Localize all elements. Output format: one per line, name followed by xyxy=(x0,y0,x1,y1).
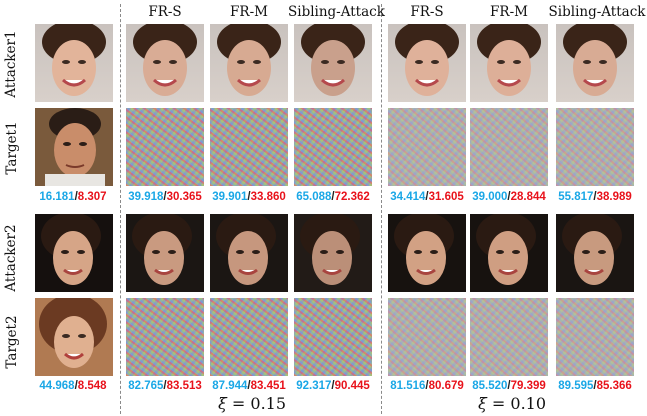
attacker1-original xyxy=(35,24,113,102)
attacker1-fr-s-g1 xyxy=(126,24,204,102)
attacker1-fr-s-g2 xyxy=(388,24,466,102)
attacker2-sibling-g2 xyxy=(556,214,634,292)
col-header-fr-s-g2: FR-S xyxy=(410,4,444,20)
score-r1-sibling-g1: 65.088/72.362 xyxy=(296,191,370,203)
attacker2-fr-s-g1 xyxy=(126,214,204,292)
col-header-sibling-g2: Sibling-Attack xyxy=(548,4,646,20)
score-r2-fr-m-g2: 85.520/79.399 xyxy=(472,380,546,392)
attacker1-sibling-g2 xyxy=(556,24,634,102)
score-r2-sibling-g1: 92.317/90.445 xyxy=(296,380,370,392)
row-label-attacker2: Attacker2 xyxy=(3,224,19,292)
target1-perturb-fr-s-g2 xyxy=(388,108,466,186)
xi-caption-g1: ξ = 0.15 xyxy=(218,394,287,413)
score-target2: 44.968/8.548 xyxy=(39,380,107,392)
target2-perturb-fr-m-g1 xyxy=(210,298,288,376)
row-label-target1: Target1 xyxy=(4,121,20,175)
col-header-fr-m-g1: FR-M xyxy=(230,4,268,20)
col-header-sibling-g1: Sibling-Attack xyxy=(288,4,385,20)
target2-original xyxy=(35,298,113,376)
target2-perturb-fr-s-g1 xyxy=(126,298,204,376)
target1-original xyxy=(35,108,113,186)
score-target1: 16.181/8.307 xyxy=(39,191,107,203)
xi-caption-g2: ξ = 0.10 xyxy=(478,394,547,413)
attacker1-fr-m-g2 xyxy=(470,24,548,102)
col-header-fr-m-g2: FR-M xyxy=(490,4,528,20)
target1-perturb-fr-m-g1 xyxy=(210,108,288,186)
attacker2-original xyxy=(35,214,113,292)
row-label-target2: Target2 xyxy=(4,315,20,369)
row-label-attacker1: Attacker1 xyxy=(3,30,19,98)
score-r2-fr-s-g1: 82.765/83.513 xyxy=(128,380,202,392)
target1-perturb-sibling-g1 xyxy=(294,108,372,186)
target2-perturb-fr-s-g2 xyxy=(388,298,466,376)
attacker2-sibling-g1 xyxy=(294,214,372,292)
score-r1-fr-s-g2: 34.414/31.605 xyxy=(390,191,464,203)
target1-perturb-sibling-g2 xyxy=(556,108,634,186)
attacker2-fr-s-g2 xyxy=(388,214,466,292)
score-r2-fr-s-g2: 81.516/80.679 xyxy=(390,380,464,392)
attacker2-fr-m-g1 xyxy=(210,214,288,292)
attacker2-fr-m-g2 xyxy=(470,214,548,292)
target1-perturb-fr-s-g1 xyxy=(126,108,204,186)
score-r1-fr-m-g1: 39.901/33.860 xyxy=(212,191,286,203)
target2-perturb-fr-m-g2 xyxy=(470,298,548,376)
target2-perturb-sibling-g2 xyxy=(556,298,634,376)
score-r1-sibling-g2: 55.817/38.989 xyxy=(558,191,632,203)
col-header-fr-s-g1: FR-S xyxy=(148,4,182,20)
group-separator-right xyxy=(381,4,382,414)
target2-perturb-sibling-g1 xyxy=(294,298,372,376)
score-r2-sibling-g2: 89.595/85.366 xyxy=(558,380,632,392)
score-r1-fr-m-g2: 39.000/28.844 xyxy=(472,191,546,203)
attacker1-fr-m-g1 xyxy=(210,24,288,102)
target1-perturb-fr-m-g2 xyxy=(470,108,548,186)
attacker1-sibling-g1 xyxy=(294,24,372,102)
score-r1-fr-s-g1: 39.918/30.365 xyxy=(128,191,202,203)
group-separator-left xyxy=(120,4,121,414)
score-r2-fr-m-g1: 87.944/83.451 xyxy=(212,380,286,392)
